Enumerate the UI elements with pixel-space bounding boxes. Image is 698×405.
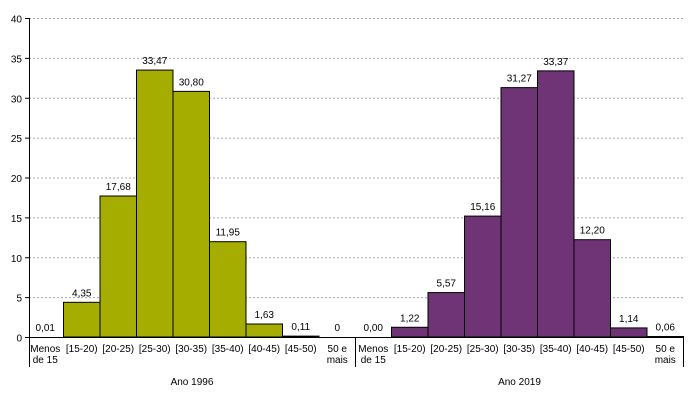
bar: [136, 69, 174, 338]
data-label: 1,14: [619, 314, 639, 325]
bar: [172, 90, 210, 338]
data-label: 0,01: [36, 323, 56, 334]
data-label: 30,80: [179, 77, 204, 88]
data-label: 12,20: [580, 226, 605, 237]
data-label: 0,06: [656, 323, 676, 334]
y-tick-label: 10: [11, 254, 23, 265]
bar: [500, 87, 538, 338]
x-tick-label: [15-20): [66, 344, 98, 355]
group-label: Ano 1996: [171, 377, 214, 388]
data-label: 0: [334, 323, 340, 334]
y-tick-label: 25: [11, 134, 23, 145]
bar: [391, 326, 429, 338]
x-tick-label: [45-50): [613, 344, 645, 355]
data-label: 31,27: [507, 74, 532, 85]
bar: [63, 301, 101, 338]
y-tick-label: 35: [11, 54, 23, 65]
data-label: 0,11: [291, 322, 310, 333]
y-tick-label: 15: [11, 214, 23, 225]
data-label: 4,35: [72, 288, 92, 299]
bars: [63, 69, 684, 338]
x-tick-label: [25-30): [467, 344, 499, 355]
bar: [610, 327, 648, 338]
data-label: 33,37: [543, 57, 568, 68]
data-label: 0,00: [364, 323, 384, 334]
data-label: 17,68: [106, 182, 131, 193]
x-tick-label: [25-30): [139, 344, 171, 355]
group-labels: Ano 1996 Ano 2019: [171, 377, 542, 388]
y-axis: 0 5 10 15 20 25 30 35 40: [11, 15, 30, 367]
bar: [209, 241, 247, 338]
x-tick-label: [40-45): [248, 344, 280, 355]
x-tick-label: 50 e: [656, 344, 676, 355]
bar: [282, 335, 320, 338]
data-label: 33,47: [142, 56, 167, 67]
y-tick-label: 0: [16, 334, 22, 345]
bar: [537, 70, 575, 338]
x-tick-label: [45-50): [285, 344, 317, 355]
y-tick-label: 20: [11, 174, 23, 185]
x-tick-label: de 15: [33, 355, 58, 366]
bar: [245, 323, 283, 338]
x-tick-label: Menos: [30, 344, 60, 355]
x-tick-label: [40-45): [576, 344, 608, 355]
y-tick-label: 5: [16, 294, 22, 305]
data-label: 15,16: [470, 202, 495, 213]
group-label: Ano 2019: [498, 377, 541, 388]
x-tick-label: mais: [655, 355, 676, 366]
x-tick-label: Menos: [358, 344, 388, 355]
data-label: 1,22: [400, 313, 420, 324]
x-tick-label: mais: [327, 355, 348, 366]
x-tick-label: [20-25): [430, 344, 462, 355]
y-tick-label: 30: [11, 94, 23, 105]
x-tick-label: [20-25): [102, 344, 134, 355]
x-tick-label: [30-35): [503, 344, 535, 355]
x-tick-label: [30-35): [175, 344, 207, 355]
data-label: 11,95: [216, 228, 241, 239]
data-label: 5,57: [437, 279, 457, 290]
data-label: 1,63: [255, 310, 275, 321]
y-tick-label: 40: [11, 15, 23, 26]
bar: [99, 195, 137, 338]
x-tick-label: de 15: [361, 355, 386, 366]
bar: [464, 215, 502, 338]
x-tick-label: [35-40): [212, 344, 244, 355]
x-tick-label: 50 e: [328, 344, 348, 355]
bar: [573, 239, 611, 338]
x-tick-label: [35-40): [540, 344, 572, 355]
bar: [427, 292, 465, 338]
x-tick-label: [15-20): [394, 344, 426, 355]
value-labels: 0,01 4,35 17,68 33,47 30,80 11,95 1,63 0,11 0 0,0…: [36, 56, 676, 334]
